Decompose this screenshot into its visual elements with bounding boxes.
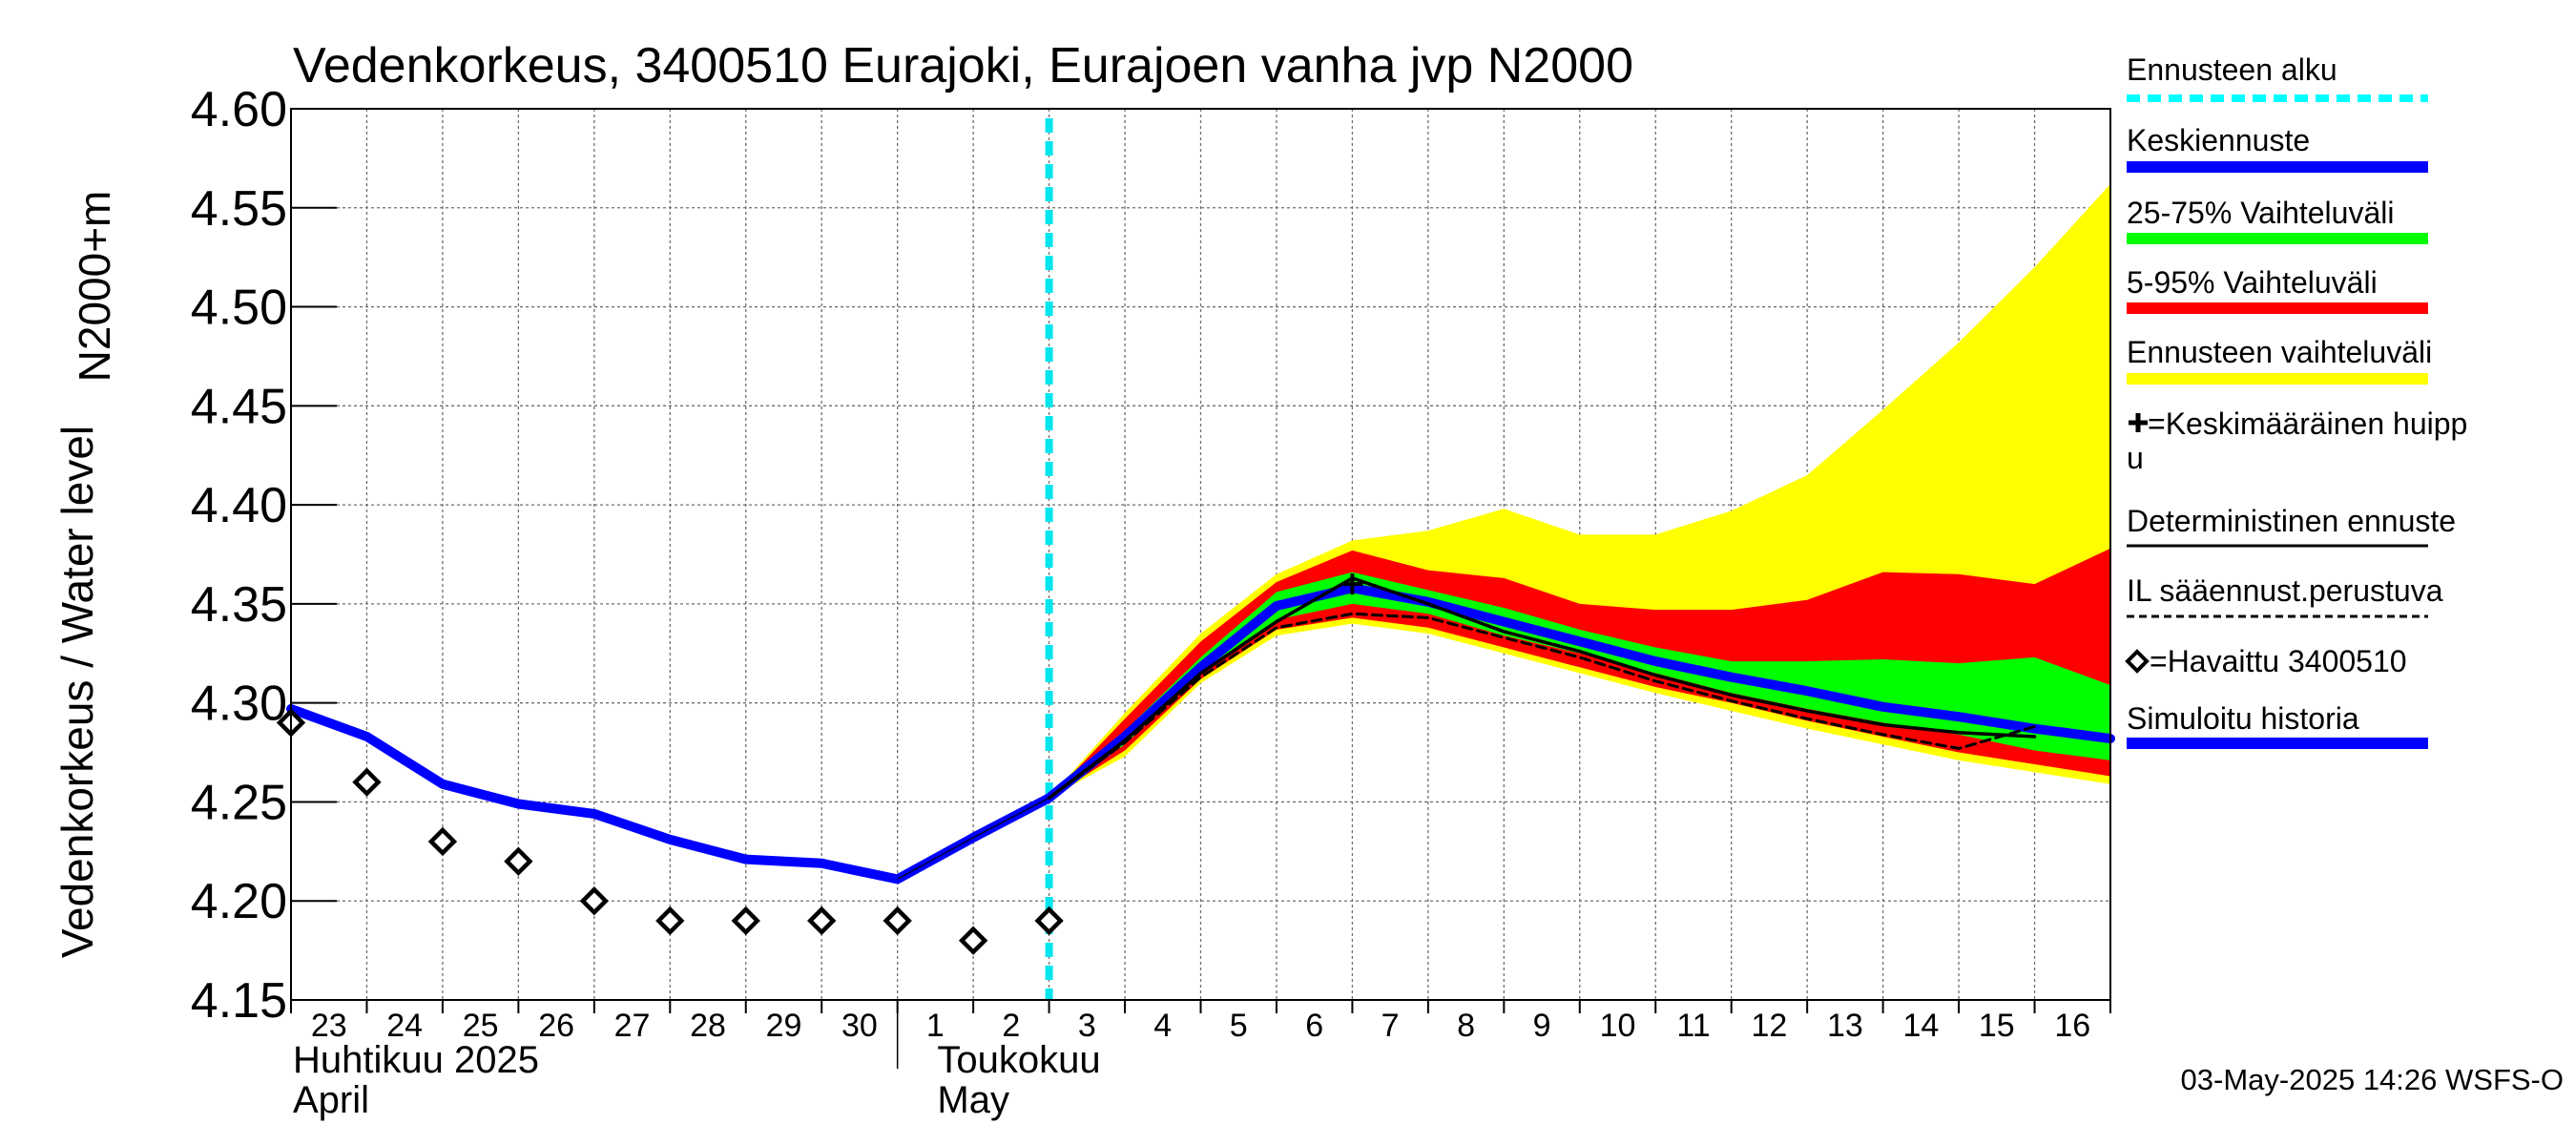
series-deterministinen-ennuste	[1047, 576, 2037, 801]
legend-label: =Keskimääräinen huipp	[2148, 406, 2467, 441]
x-tick-label: 12	[1752, 1008, 1788, 1044]
y-tick-label: 4.45	[191, 379, 287, 434]
x-tick-label: 15	[1979, 1008, 2015, 1044]
timestamp-footer: 03-May-2025 14:26 WSFS-O	[2181, 1063, 2564, 1096]
legend-label: =Havaittu 3400510	[2150, 644, 2407, 678]
x-tick-label: 7	[1381, 1008, 1400, 1044]
legend-label: IL sääennust.perustuva	[2127, 573, 2443, 608]
legend-item-determ: Deterministinen ennuste	[2127, 504, 2456, 548]
x-tick-label: 1	[926, 1008, 945, 1044]
band-25-75-vaihteluv-li	[1049, 572, 2110, 799]
legend-label: Keskiennuste	[2127, 123, 2310, 157]
y-tick-label: 4.15	[191, 973, 287, 1029]
plot-area	[276, 109, 2115, 1000]
legend-item-sim: Simuloitu historia	[2127, 701, 2428, 749]
x-tick-label: 14	[1902, 1008, 1939, 1044]
y-tick-label: 4.40	[191, 478, 287, 533]
y-tick-label: 4.20	[191, 874, 287, 929]
y-tick-label: 4.25	[191, 775, 287, 830]
legend-item-p5-95: 5-95% Vaihteluväli	[2127, 265, 2428, 314]
observed-point	[807, 906, 837, 936]
x-tick-label: 28	[690, 1008, 726, 1044]
legend-label: 25-75% Vaihteluväli	[2127, 196, 2394, 230]
x-tick-label: 25	[463, 1008, 499, 1044]
legend-label: Deterministinen ennuste	[2127, 504, 2456, 538]
legend-item-il: IL sääennust.perustuva	[2127, 573, 2443, 618]
observed-point	[731, 906, 760, 936]
y-tick-label: 4.60	[191, 82, 287, 137]
x-tick-label: 10	[1600, 1008, 1636, 1044]
x-tick-label: 8	[1457, 1008, 1475, 1044]
x-tick-label: 26	[538, 1008, 574, 1044]
legend-item-range: Ennusteen vaihteluväli	[2127, 335, 2432, 385]
x-tick-label: 13	[1827, 1008, 1863, 1044]
y-tick-label: 4.55	[191, 181, 287, 237]
observed-point	[579, 886, 610, 916]
x-tick-label: 6	[1305, 1008, 1323, 1044]
observed-point	[352, 767, 382, 797]
legend-item-mean: Keskiennuste	[2127, 123, 2428, 173]
x-tick-label: 30	[841, 1008, 878, 1044]
observed-point	[883, 906, 912, 936]
y-tick-label: 4.30	[191, 677, 287, 732]
mean-peak-marker	[1341, 573, 1363, 595]
month-label-en: April	[293, 1079, 369, 1121]
y-tick-label: 4.35	[191, 577, 287, 633]
x-tick-label: 27	[614, 1008, 651, 1044]
chart-title: Vedenkorkeus, 3400510 Eurajoki, Eurajoen…	[293, 38, 1633, 94]
month-label-fi: Huhtikuu 2025	[293, 1039, 539, 1081]
observed-point	[655, 906, 685, 936]
legend-label-continuation: u	[2127, 441, 2144, 475]
x-tick-label: 11	[1676, 1008, 1710, 1044]
observed-point	[958, 926, 988, 955]
x-tick-label: 4	[1153, 1008, 1172, 1044]
x-tick-label: 9	[1533, 1008, 1551, 1044]
x-tick-label: 23	[311, 1008, 347, 1044]
legend-item-forecast-start: Ennusteen alku	[2127, 52, 2428, 102]
legend-item-p25-75: 25-75% Vaihteluväli	[2127, 196, 2428, 244]
observed-point	[427, 826, 458, 857]
legend-label: Ennusteen alku	[2127, 52, 2337, 87]
y-tick-label: 4.50	[191, 281, 287, 336]
legend-label: Simuloitu historia	[2127, 701, 2359, 736]
series-il-s-ennust-perustuva	[1048, 612, 2037, 800]
x-tick-label: 2	[1002, 1008, 1020, 1044]
peak-legend-icon	[2129, 413, 2148, 432]
legend-label: Ennusteen vaihteluväli	[2127, 335, 2432, 369]
month-label-fi: Toukokuu	[937, 1039, 1100, 1081]
x-tick-label: 5	[1230, 1008, 1248, 1044]
observed-legend-icon	[2125, 649, 2150, 674]
x-tick-label: 3	[1078, 1008, 1096, 1044]
legend-item-obs: =Havaittu 3400510	[2125, 644, 2407, 678]
x-tick-label: 29	[766, 1008, 802, 1044]
x-tick-label: 16	[2054, 1008, 2090, 1044]
observed-point	[1034, 906, 1064, 936]
month-label-en: May	[937, 1079, 1009, 1121]
y-axis-label: Vedenkorkeus / Water level	[52, 426, 102, 958]
legend-label: 5-95% Vaihteluväli	[2127, 265, 2378, 300]
simulated-history-centerline	[897, 797, 1049, 881]
x-tick-label: 24	[386, 1008, 423, 1044]
series-keskiennuste	[1044, 583, 2115, 803]
legend: Ennusteen alku Keskiennuste 25-75% Vaihtel…	[2125, 52, 2467, 749]
observed-point	[504, 846, 533, 876]
y-axis-label-units: N2000+m	[70, 191, 119, 383]
axes: 4.15 4.20 4.25 4.30 4.35 4.40 4.45 4.50 4.55 4.60…	[191, 82, 2111, 1121]
